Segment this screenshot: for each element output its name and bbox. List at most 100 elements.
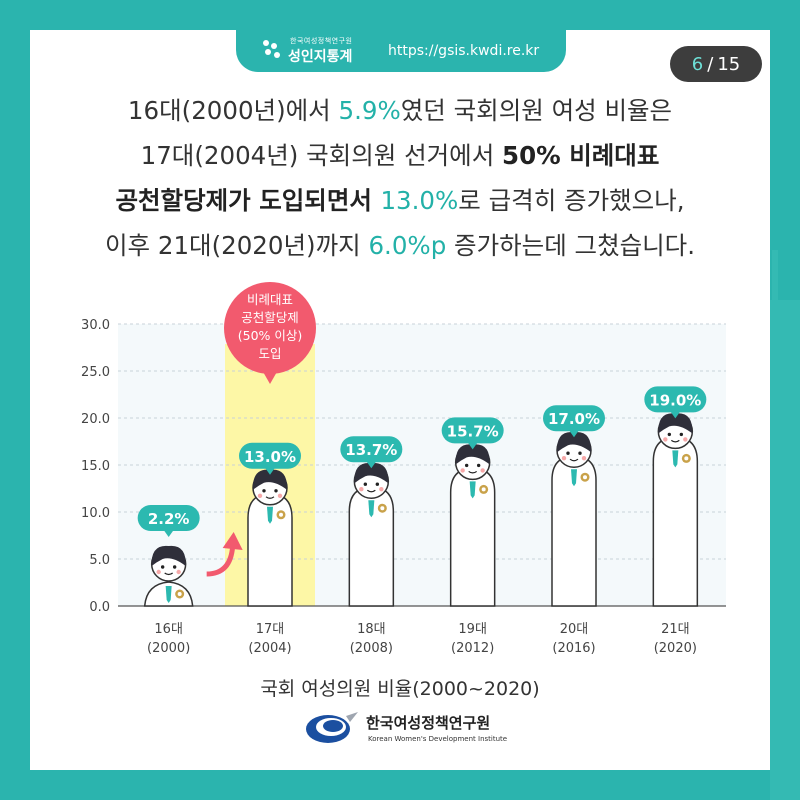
brand-tab: 한국여성정책연구원 성인지통계 https://gsis.kwdi.re.kr [236,30,566,72]
figure-smile [265,496,275,499]
headline-line-4: 이후 21대(2020년)까지 6.0%p 증가하는데 그쳤습니다. [40,223,760,268]
figure-cheek [277,493,283,498]
y-tick-label: 15.0 [81,459,110,474]
x-tick-label: 16대 [154,622,183,637]
figure-hair [658,413,693,434]
figure-hair [455,444,490,465]
figure-smile [164,572,174,576]
y-tick-label: 5.0 [89,553,110,568]
y-tick-label: 10.0 [81,506,110,521]
value-bubble [239,442,301,469]
x-tick-year-label: (2004) [248,641,291,656]
y-tick-label: 30.0 [81,318,110,333]
figure-hair [556,432,592,453]
figure-badge-center [684,456,689,461]
value-label: 13.7% [345,441,397,459]
value-bubble [340,436,403,463]
headline-highlight: 13.0% [380,186,459,215]
figure-hair [354,463,389,484]
figure-eye [363,482,368,486]
x-tick-label: 18대 [357,622,386,637]
figure-cheek [460,468,465,473]
page-current: 6 [691,53,704,75]
figure-eye [566,451,570,455]
figure-cheek [257,493,263,498]
value-label: 19.0% [649,391,701,409]
figure-badge-center [583,475,587,480]
value-bubble-pointer [569,430,579,438]
figure-cheek [561,456,567,461]
figure-tie [469,481,476,499]
figure-eye [262,489,266,493]
figure-eye [578,451,582,455]
page-total: 15 [717,53,741,75]
headline-text: 로 급격히 증가했으나, [458,186,685,215]
bar-figure: 2.2% [137,505,200,607]
figure-cheek [683,437,688,442]
bar-figure: 19.0% [644,386,707,607]
y-tick-label: 25.0 [81,365,110,380]
x-tick-year-label: (2016) [552,641,595,656]
bar-figure: 13.0% [239,442,301,607]
value-bubble-pointer [670,411,681,419]
figure-eye [679,432,684,437]
headline-bold: 50% 비례대표 [502,141,660,170]
brand-name: 성인지통계 [288,49,353,65]
site-url-link[interactable]: https://gsis.kwdi.re.kr [388,43,540,59]
bar-figure: 15.7% [441,417,504,607]
bar-figure: 13.7% [340,436,403,607]
value-label: 2.2% [148,510,190,528]
figure-eye [476,463,481,468]
annotation-bubble [224,282,316,374]
value-label: 17.0% [548,410,600,428]
figure-cheek [581,456,587,461]
figure-hair [151,545,186,566]
org-small-label: 한국여성정책연구원 [290,37,353,45]
figure-badge-center [380,506,385,511]
figure-eye [160,565,165,569]
figure-smile [569,458,579,462]
x-tick-year-label: (2012) [451,641,494,656]
page-indicator: 6 / 15 [670,46,762,82]
x-tick-year-label: (2008) [350,641,393,656]
headline-highlight: 6.0%p [368,231,447,260]
value-bubble [543,405,605,432]
y-tick-label: 0.0 [89,600,110,615]
figure-cheek [176,569,181,575]
headline: 16대(2000년)에서 5.9%였던 국회의원 여성 비율은 17대(2004… [40,88,760,268]
x-tick-year-label: (2000) [147,641,190,656]
figure-eye [667,432,672,437]
figure-cheek [379,487,384,492]
figure-badge-center [279,512,283,517]
figure-smile [468,470,478,474]
growth-arrow [206,545,236,577]
headline-text: 증가하는데 그쳤습니다. [446,231,696,260]
x-tick-label: 21대 [661,622,690,637]
annotation-text: 공천할당제 [241,310,299,325]
value-bubble [441,417,504,444]
headline-line-3: 공천할당제가 도입되면서 13.0%로 급격히 증가했으나, [40,178,760,223]
footer-org-en: Korean Women's Development Institute [368,735,508,743]
growth-arrow-head [222,532,243,550]
figure-badge-center [177,592,182,596]
value-bubble-pointer [366,461,377,469]
y-tick-label: 20.0 [81,412,110,427]
annotation-text: (50% 이상) [238,328,303,343]
figure-tie [267,506,273,524]
annotation-pointer [262,370,278,384]
value-bubble-pointer [467,442,478,450]
figure-eye [464,463,469,468]
chart-title: 국회 여성의원 비율(2000~2020) [260,678,540,700]
annotation-text: 비례대표 [247,292,293,307]
x-tick-year-label: (2020) [654,641,697,656]
brand-dots-icon [263,40,280,58]
value-bubble-pointer [163,530,174,537]
figure-smile [366,489,376,493]
figure-tie [165,586,172,603]
figure-eye [274,489,278,493]
headline-bold: 공천할당제가 도입되면서 [115,186,381,215]
value-label: 15.7% [447,422,499,440]
figure-cheek [480,468,485,473]
